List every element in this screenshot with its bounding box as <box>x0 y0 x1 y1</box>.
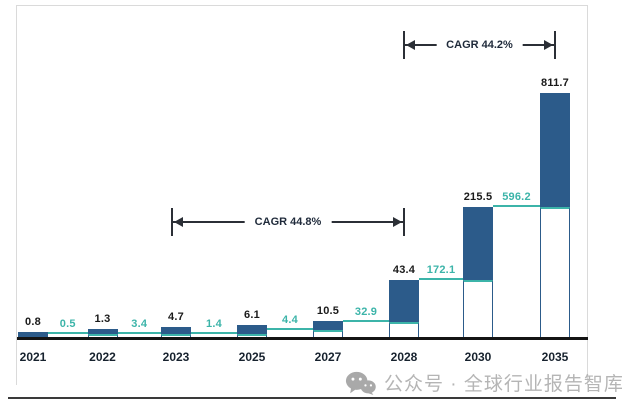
cagr-annotation-1-tick-right <box>554 31 556 59</box>
cagr-annotation-0-arrowhead-right <box>393 217 402 227</box>
value-label-2028: 43.4 <box>392 264 416 276</box>
step-line-2023 <box>117 332 161 334</box>
bar-segment-navy-2021 <box>18 332 48 337</box>
increment-label-2028: 32.9 <box>354 306 378 318</box>
bar-segment-navy-2027 <box>313 321 343 330</box>
value-label-2022: 1.3 <box>94 313 111 325</box>
increment-label-2035: 596.2 <box>502 191 531 203</box>
x-axis-line <box>17 337 588 340</box>
increment-label-2025: 1.4 <box>206 318 222 330</box>
bar-segment-navy-2023 <box>161 327 191 334</box>
bar-segment-white-2035 <box>540 207 570 337</box>
x-tick-2035: 2035 <box>541 350 569 364</box>
increment-label-2027: 4.4 <box>282 314 298 326</box>
bar-segment-navy-2030 <box>463 207 493 280</box>
x-tick-2030: 2030 <box>464 350 492 364</box>
watermark: 公众号 · 全球行业报告智库 <box>345 369 624 396</box>
cagr-annotation-0-arrowhead-left <box>174 217 183 227</box>
bar-segment-white-2027 <box>313 330 343 337</box>
step-line-2030 <box>419 278 463 280</box>
bar-segment-navy-2022 <box>87 329 118 334</box>
cagr-annotation-0-label: CAGR 44.8% <box>244 215 332 229</box>
x-tick-2027: 2027 <box>314 350 342 364</box>
x-tick-2021: 2021 <box>19 350 47 364</box>
bar-segment-navy-2035 <box>540 93 570 207</box>
increment-label-2023: 3.4 <box>131 318 148 330</box>
value-label-2025: 6.1 <box>244 309 260 321</box>
x-tick-2022: 2022 <box>89 350 116 364</box>
cagr-annotation-1-arrowhead-right <box>544 40 553 50</box>
bar-segment-white-2022 <box>87 334 118 337</box>
bar-segment-white-2023 <box>161 334 191 337</box>
step-line-2027 <box>267 328 313 330</box>
bottom-divider-line <box>8 397 616 399</box>
bar-segment-navy-2028 <box>389 280 419 322</box>
bar-segment-white-2030 <box>463 280 493 337</box>
value-label-2023: 4.7 <box>168 311 184 323</box>
cagr-annotation-0-tick-left <box>171 208 173 236</box>
increment-label-2030: 172.1 <box>426 264 456 276</box>
watermark-text: 公众号 · 全球行业报告智库 <box>384 374 624 395</box>
value-label-2027: 10.5 <box>316 305 340 317</box>
value-label-2035: 811.7 <box>541 77 569 89</box>
step-line-2025 <box>191 332 237 334</box>
value-label-2021: 0.8 <box>25 316 41 328</box>
step-line-2028 <box>343 320 389 322</box>
x-tick-2028: 2028 <box>390 350 418 364</box>
increment-label-2022: 0.5 <box>59 318 76 330</box>
bar-segment-navy-2025 <box>237 325 267 334</box>
cagr-annotation-0-tick-right <box>403 208 405 236</box>
bar-segment-white-2025 <box>237 334 267 337</box>
cagr-annotation-1-tick-left <box>403 31 405 59</box>
wechat-icon <box>345 371 376 395</box>
bar-segment-white-2028 <box>389 322 419 337</box>
x-tick-2025: 2025 <box>238 350 266 364</box>
value-label-2030: 215.5 <box>463 191 493 203</box>
cagr-annotation-1-arrowhead-left <box>406 40 415 50</box>
cagr-annotation-1-label: CAGR 44.2% <box>436 38 523 52</box>
step-line-2035 <box>493 205 540 207</box>
step-line-2022 <box>48 332 88 334</box>
x-tick-2023: 2023 <box>162 350 190 364</box>
